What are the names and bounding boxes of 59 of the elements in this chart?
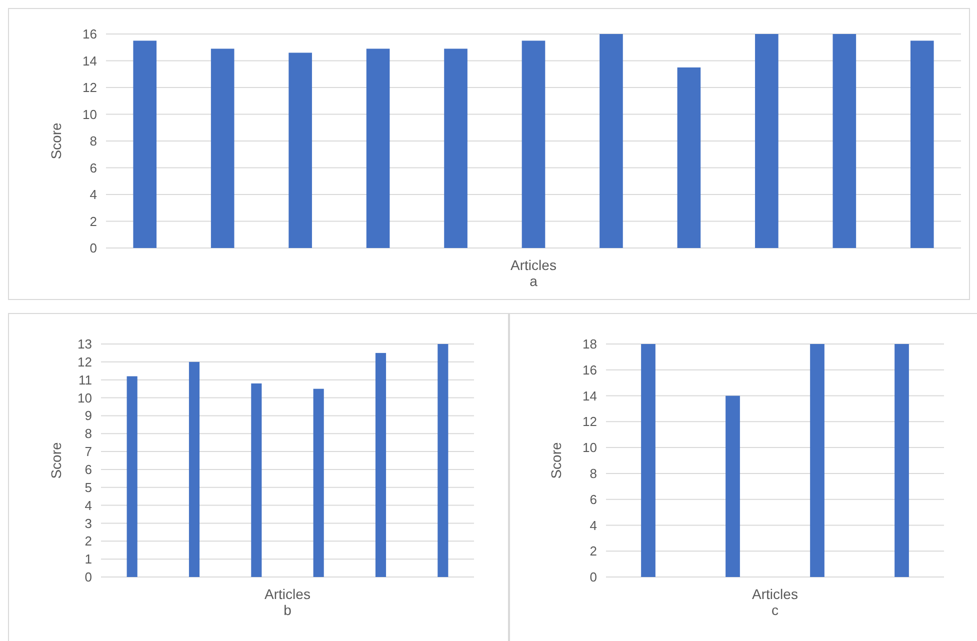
- y-tick-label: 2: [590, 544, 597, 559]
- text: c: [772, 602, 778, 618]
- y-tick-label: 6: [90, 160, 97, 176]
- y-tick-label: 9: [84, 408, 92, 424]
- bar: [444, 48, 468, 248]
- x-axis-title: Articles: [264, 586, 310, 602]
- bar: [210, 48, 234, 248]
- bar: [600, 34, 623, 248]
- y-tick-label: 10: [78, 390, 92, 406]
- bar: [251, 383, 262, 577]
- y-tick-label: 10: [82, 106, 97, 122]
- bar: [188, 362, 200, 577]
- y-tick-label: 0: [84, 570, 92, 585]
- bar: [677, 67, 701, 248]
- y-tick-label: 8: [590, 466, 597, 481]
- x-axis-title: Articles: [752, 586, 798, 602]
- bar: [288, 52, 312, 248]
- bar: [522, 40, 546, 248]
- y-tick-label: 8: [84, 426, 92, 442]
- y-tick-label: 4: [590, 518, 597, 533]
- y-tick-label: 4: [90, 187, 97, 202]
- y-tick-label: 4: [84, 498, 92, 513]
- y-tick-label: 12: [82, 80, 97, 96]
- y-tick-label: 8: [90, 134, 97, 149]
- y-axis-title: Score: [548, 442, 564, 479]
- y-tick-label: 0: [590, 570, 597, 585]
- y-tick-label: 14: [82, 53, 97, 68]
- y-tick-label: 11: [78, 372, 92, 388]
- y-tick-label: 6: [84, 462, 92, 478]
- y-tick-label: 18: [582, 336, 597, 352]
- y-tick-label: 16: [582, 362, 597, 378]
- bar: [375, 352, 386, 577]
- y-tick-label: 14: [582, 388, 597, 404]
- bar: [438, 344, 448, 577]
- y-tick-label: 13: [78, 336, 92, 352]
- bar: [910, 40, 934, 248]
- y-tick-label: 2: [90, 214, 97, 229]
- y-tick-label: 1: [84, 552, 92, 567]
- bar: [755, 34, 778, 248]
- y-axis-title: Score: [48, 442, 64, 479]
- y-tick-label: 6: [590, 492, 597, 507]
- y-tick-label: 2: [84, 534, 92, 549]
- y-tick-label: 5: [84, 480, 92, 495]
- y-tick-label: 10: [582, 440, 597, 456]
- text: a: [530, 273, 538, 289]
- bar: [133, 40, 157, 248]
- y-tick-label: 12: [78, 354, 92, 370]
- y-tick-label: 16: [82, 26, 97, 42]
- bar: [832, 34, 856, 248]
- y-tick-label: 12: [582, 414, 597, 430]
- y-tick-label: 0: [90, 240, 97, 256]
- x-axis-title: Articles: [510, 257, 556, 273]
- bar: [313, 388, 324, 577]
- bar: [366, 48, 390, 248]
- y-axis-title: Score: [48, 122, 64, 160]
- y-tick-label: 3: [84, 516, 92, 531]
- bar: [126, 376, 138, 577]
- y-tick-label: 7: [84, 444, 92, 460]
- text: b: [284, 602, 292, 618]
